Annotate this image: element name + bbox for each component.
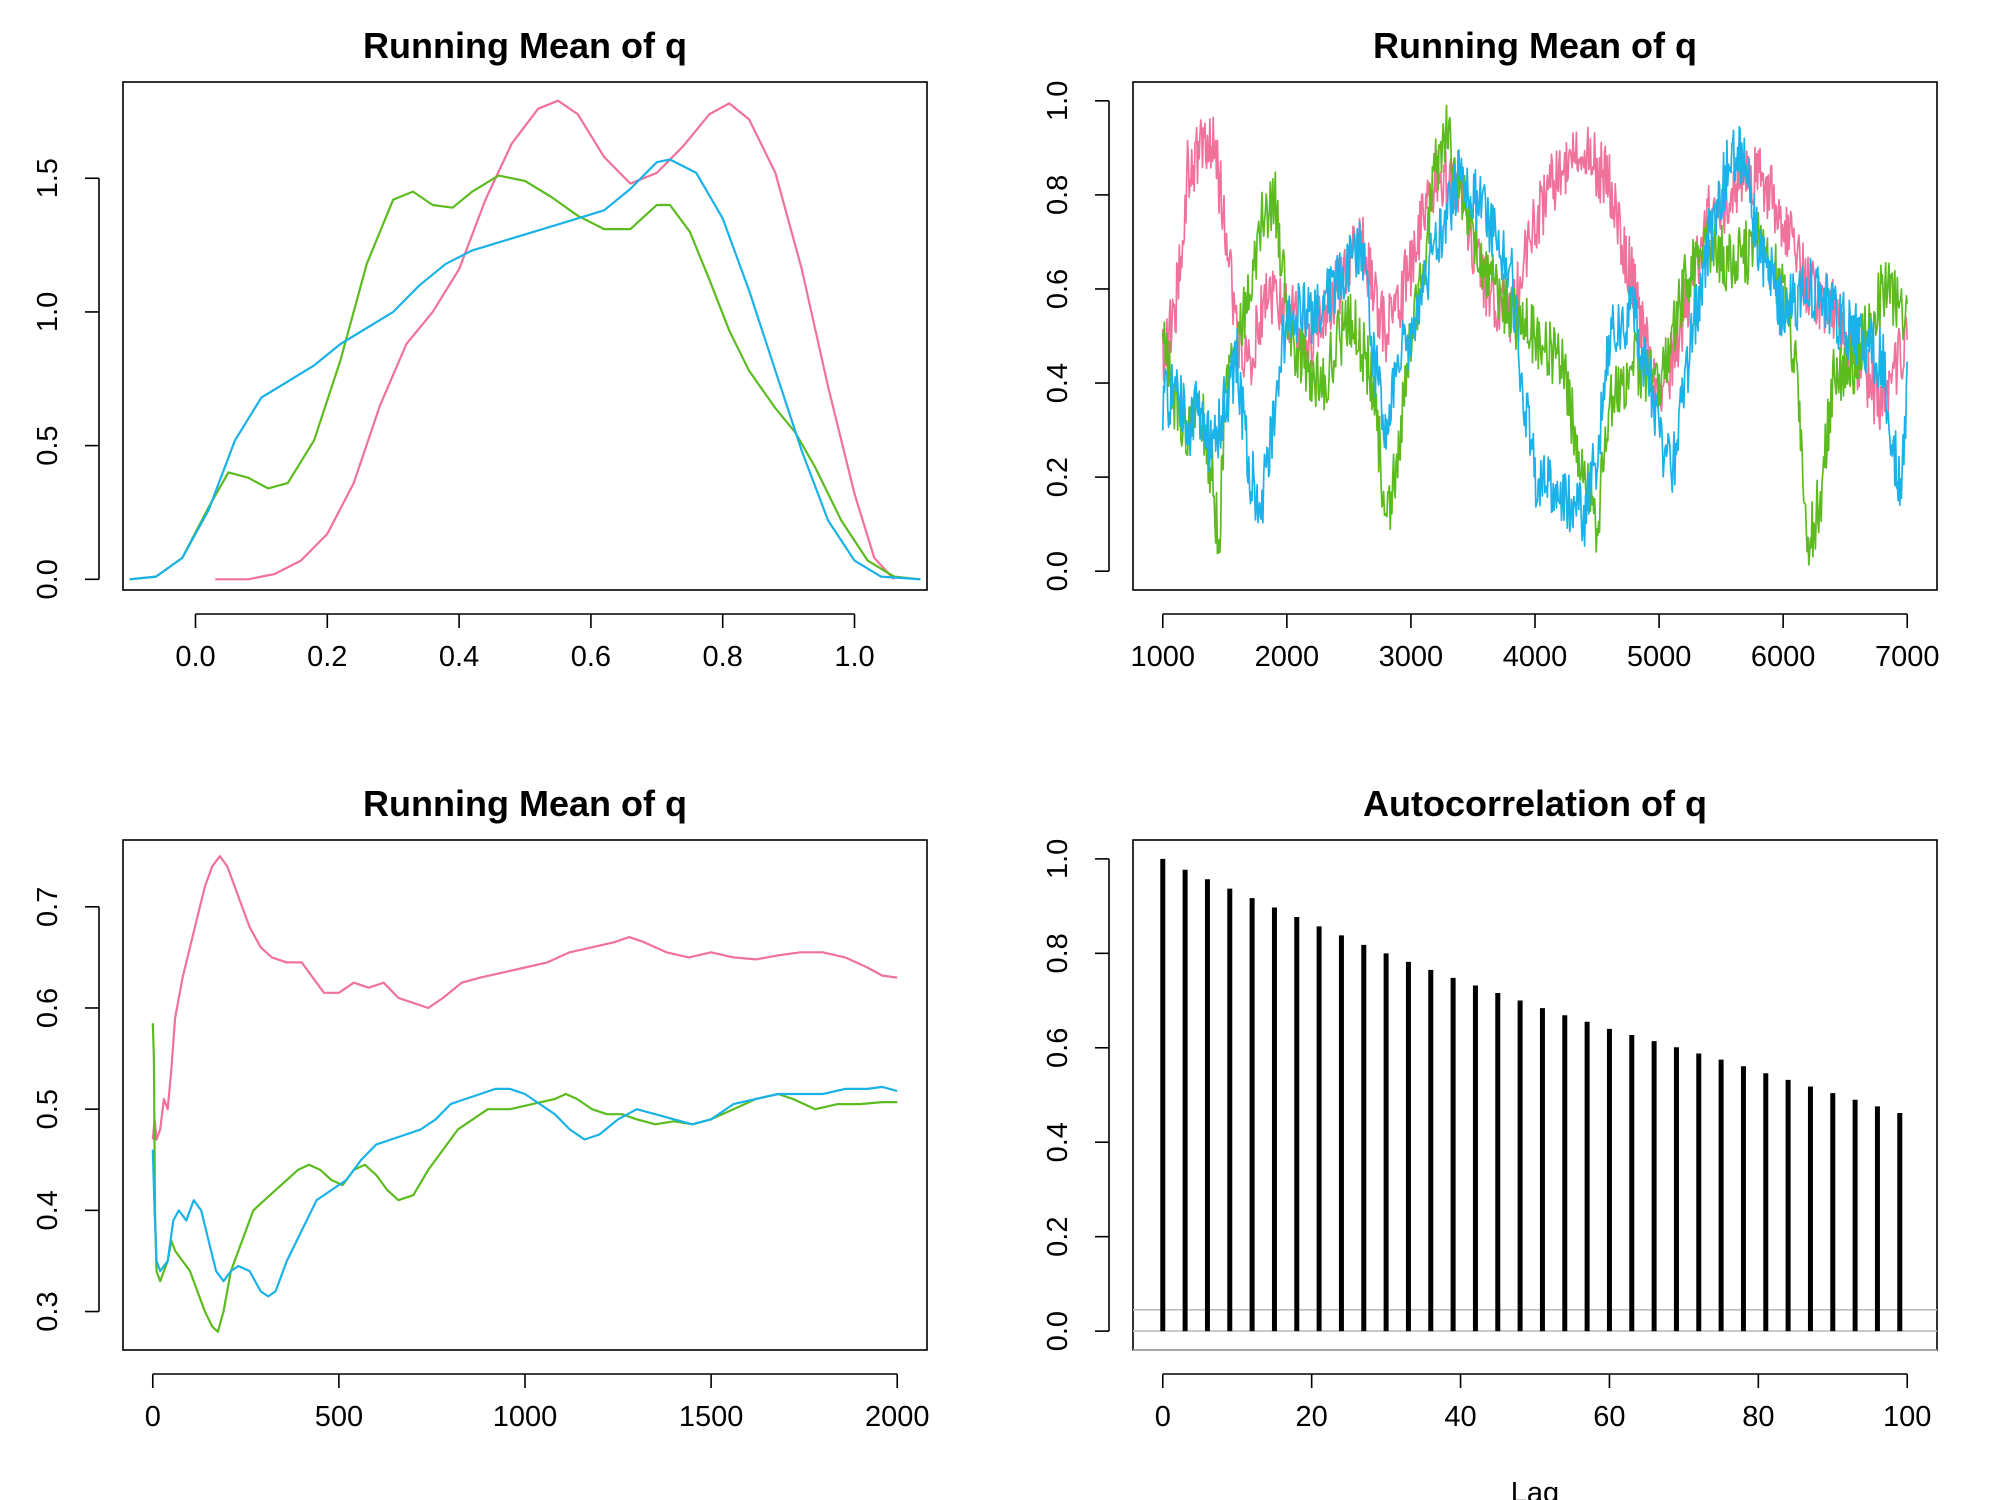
y-tick-label: 1.0 (1042, 839, 1074, 879)
trace-panel: Running Mean of q 1000 2000 3000 4000 5000 600… (1042, 25, 1939, 673)
x-tick-label: 0.4 (439, 641, 479, 673)
x-tick-label: 0 (1155, 1401, 1171, 1433)
series-line-blue (1161, 125, 1909, 547)
y-tick-label: 0.2 (1042, 457, 1074, 497)
series-line-green (1161, 104, 1909, 566)
series-line-blue (151, 1085, 898, 1298)
series-line-green (151, 1023, 898, 1333)
y-tick-label: 0.4 (1042, 1122, 1074, 1162)
x-tick-label: 20 (1296, 1401, 1328, 1433)
autocorrelation-panel: Autocorrelation of q 0 20 40 60 80 100 0.0 0.2 0.… (1042, 783, 1938, 1500)
y-tick-label: 0.5 (32, 1089, 64, 1129)
series-line-pink (151, 855, 898, 1141)
plot-frame (122, 839, 928, 1351)
running-mean-panel: Running Mean of q 0 500 1000 1500 2000 0.3 0.4 0… (32, 783, 929, 1433)
x-tick-label: 80 (1742, 1401, 1774, 1433)
y-tick-label: 0.2 (1042, 1217, 1074, 1257)
series-line-pink (1161, 116, 1909, 431)
x-tick-label: 7000 (1875, 641, 1940, 673)
plot-frame (1132, 81, 1938, 591)
y-tick-label: 1.0 (32, 292, 64, 332)
x-tick-label: 0.6 (571, 641, 611, 673)
x-tick-label: 4000 (1503, 641, 1568, 673)
x-tick-label: 40 (1444, 1401, 1476, 1433)
x-tick-label: 1000 (493, 1401, 558, 1433)
x-tick-label: 2000 (865, 1401, 930, 1433)
x-tick-label: 0 (145, 1401, 161, 1433)
y-tick-label: 0.0 (32, 559, 64, 599)
x-tick-label: 1000 (1131, 641, 1196, 673)
x-tick-label: 1500 (679, 1401, 744, 1433)
plot-title: Autocorrelation of q (1363, 783, 1707, 824)
series-line-blue (129, 158, 921, 581)
plot-title: Running Mean of q (1373, 25, 1697, 66)
series-line-pink (215, 99, 895, 581)
plot-title: Running Mean of q (363, 783, 687, 824)
y-tick-label: 0.5 (32, 425, 64, 465)
x-tick-label: 3000 (1379, 641, 1444, 673)
y-tick-label: 0.3 (32, 1291, 64, 1331)
x-tick-label: 6000 (1751, 641, 1816, 673)
x-tick-label: 5000 (1627, 641, 1692, 673)
series-line-green (129, 174, 921, 581)
plot-frame (122, 81, 928, 591)
y-tick-label: 0.0 (1042, 551, 1074, 591)
y-tick-label: 0.4 (1042, 363, 1074, 403)
y-tick-label: 0.6 (1042, 1028, 1074, 1068)
y-tick-label: 0.4 (32, 1190, 64, 1230)
x-tick-label: 0.0 (175, 641, 215, 673)
x-tick-label: 0.8 (703, 641, 743, 673)
y-tick-label: 0.0 (1042, 1311, 1074, 1351)
x-tick-label: 500 (315, 1401, 363, 1433)
plot-title: Running Mean of q (363, 25, 687, 66)
y-tick-label: 0.7 (32, 887, 64, 927)
y-tick-label: 1.5 (32, 158, 64, 198)
x-axis-label: Lag (1511, 1477, 1559, 1500)
y-tick-label: 0.8 (1042, 175, 1074, 215)
y-tick-label: 0.8 (1042, 933, 1074, 973)
x-tick-label: 2000 (1255, 641, 1320, 673)
density-panel: Running Mean of q 0.0 0.2 0.4 0.6 0.8 1.0 0.0 0.… (32, 25, 928, 673)
x-tick-label: 60 (1593, 1401, 1625, 1433)
x-tick-label: 0.2 (307, 641, 347, 673)
y-tick-label: 0.6 (32, 988, 64, 1028)
y-tick-label: 1.0 (1042, 81, 1074, 121)
y-tick-label: 0.6 (1042, 269, 1074, 309)
x-tick-label: 1.0 (834, 641, 874, 673)
x-tick-label: 100 (1883, 1401, 1931, 1433)
